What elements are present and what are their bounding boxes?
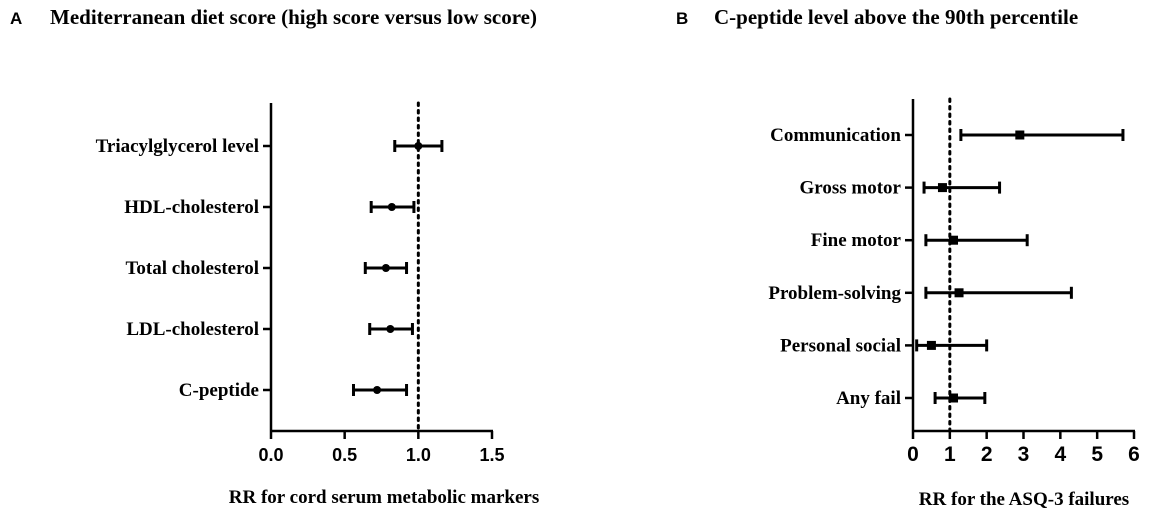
x-tick-label: 3 <box>1018 443 1030 466</box>
panel-a-title: Mediterranean diet score (high score ver… <box>50 5 537 29</box>
x-tick-label: 1.0 <box>406 445 431 465</box>
point-estimate <box>387 203 396 211</box>
point-estimate <box>381 264 390 272</box>
category-label: C-peptide <box>179 380 259 401</box>
panel-a-x-axis-label: RR for cord serum metabolic markers <box>229 487 539 508</box>
point-estimate <box>954 288 964 298</box>
point-estimate <box>949 393 959 403</box>
x-tick-label: 0.5 <box>332 445 357 465</box>
x-tick-label: 5 <box>1091 443 1103 466</box>
x-tick-label: 6 <box>1128 443 1140 466</box>
x-tick-label: 0.0 <box>258 445 283 465</box>
category-label: Triacylglycerol level <box>96 136 259 157</box>
panel-b-plot: 0 1 2 3 4 5 6 Communication Gross motor Fine moto… <box>768 97 1140 466</box>
category-label: Fine motor <box>811 230 902 251</box>
x-tick-label: 0 <box>907 443 919 466</box>
x-tick-label: 1.5 <box>479 445 504 465</box>
category-label: HDL-cholesterol <box>124 197 259 218</box>
category-label: Problem-solving <box>768 283 901 304</box>
panel-b-x-axis-label: RR for the ASQ-3 failures <box>919 489 1129 510</box>
point-estimate <box>926 340 936 350</box>
point-estimate <box>386 325 395 333</box>
point-estimate <box>1015 130 1025 140</box>
point-estimate <box>414 142 423 150</box>
panel-b-title: C-peptide level above the 90th percentil… <box>714 5 1078 29</box>
category-label: LDL-cholesterol <box>126 319 259 340</box>
category-label: Personal social <box>780 335 901 356</box>
x-tick-label: 4 <box>1054 443 1066 466</box>
category-label: Communication <box>770 125 901 146</box>
point-estimate <box>373 386 382 394</box>
panel-a-letter: A <box>10 9 22 28</box>
point-estimate <box>949 235 959 245</box>
category-label: Any fail <box>836 388 901 409</box>
category-label: Total cholesterol <box>125 258 259 279</box>
panel-b-letter: B <box>676 9 688 28</box>
point-estimate <box>937 183 947 193</box>
x-tick-label: 2 <box>981 443 993 466</box>
panel-a-plot: 0.0 0.5 1.0 1.5 Triacylglycerol level HDL-cho… <box>96 101 505 465</box>
category-label: Gross motor <box>800 178 902 199</box>
x-tick-label: 1 <box>944 443 956 466</box>
